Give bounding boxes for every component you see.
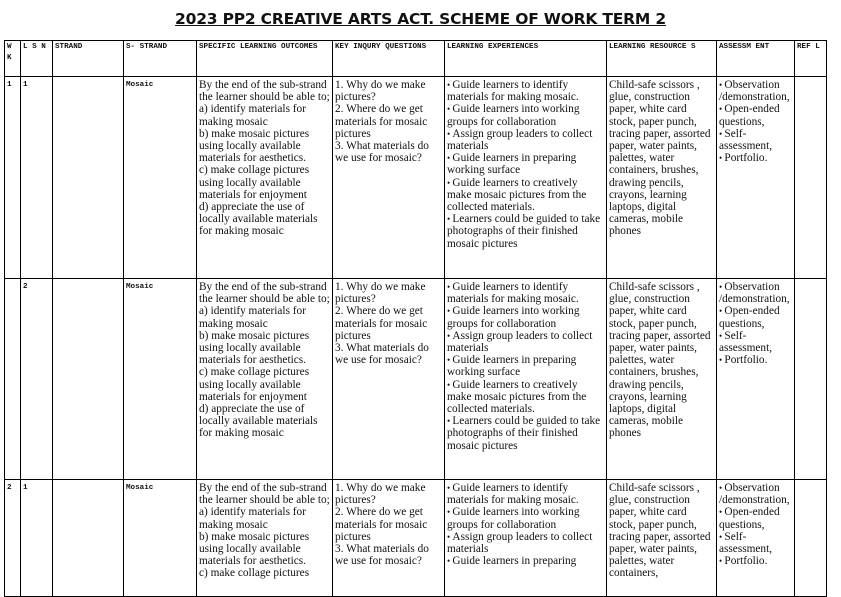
experiences-cell: Guide learners to identify materials for…	[444, 76, 607, 279]
questions-cell-item: 3. What materials do we use for mosaic?	[335, 543, 429, 568]
questions-cell-item: 3. What materials do we use for mosaic?	[335, 342, 429, 367]
header-resources: LEARNING RESOURCE S	[606, 40, 717, 77]
experiences-cell-item: Assign group leaders to collect material…	[447, 330, 604, 354]
outcomes-cell-item: By the end of the sub-strand the learner…	[199, 482, 330, 507]
questions-cell-item: 2. Where do we get materials for mosaic …	[335, 103, 428, 140]
reflection-cell	[794, 76, 827, 279]
strand-cell	[52, 479, 124, 597]
assessment-cell-item: Observation /demonstration,	[719, 482, 792, 506]
assessment-cell-item: Self-assessment,	[719, 128, 792, 152]
outcomes-cell-item: d) appreciate the use of locally availab…	[199, 201, 318, 238]
assessment-cell-item: Self-assessment,	[719, 330, 792, 354]
header-wk: W K	[4, 40, 21, 77]
experiences-cell-item: Assign group leaders to collect material…	[447, 128, 604, 152]
header-questions: KEY INQURY QUESTIONS	[332, 40, 445, 77]
assessment-cell-item: Portfolio.	[719, 152, 792, 164]
outcomes-cell-item: By the end of the sub-strand the learner…	[199, 281, 330, 306]
reflection-cell	[794, 479, 827, 597]
resources-cell: Child-safe scissors , glue, construction…	[606, 278, 717, 480]
header-strand: STRAND	[52, 40, 124, 77]
assessment-cell-item: Portfolio.	[719, 354, 792, 366]
experiences-cell-item: Learners could be guided to take photogr…	[447, 415, 604, 452]
experiences-cell-item: Guide learners to identify materials for…	[447, 281, 604, 305]
week-cell: 2	[4, 479, 21, 597]
experiences-cell: Guide learners to identify materials for…	[444, 479, 607, 597]
experiences-cell-item: Guide learners to identify materials for…	[447, 482, 604, 506]
outcomes-cell: By the end of the sub-strand the learner…	[196, 479, 333, 597]
page-title: 2023 PP2 CREATIVE ARTS ACT. SCHEME OF WO…	[175, 10, 666, 28]
assessment-cell: Observation /demonstration,Open-ended qu…	[716, 479, 795, 597]
lesson-cell: 1	[20, 76, 53, 279]
questions-cell-item: 2. Where do we get materials for mosaic …	[335, 506, 428, 543]
questions-cell-item: 1. Why do we make pictures?	[335, 79, 426, 104]
header-assessment: ASSESSM ENT	[716, 40, 795, 77]
table-row: 2 1 Mosaic By the end of the sub-strand the…	[4, 479, 827, 597]
experiences-cell-item: Guide learners into working groups for c…	[447, 506, 604, 530]
experiences-cell-item: Guide learners into working groups for c…	[447, 305, 604, 329]
outcomes-cell-item: c) make collage pictures using locally a…	[199, 164, 310, 201]
header-sub-strand: S- STRAND	[123, 40, 197, 77]
table-row: 1 1 Mosaic By the end of the sub-strand the…	[4, 76, 827, 279]
experiences-cell-item: Guide learners to creatively make mosaic…	[447, 379, 604, 416]
sub-strand-cell: Mosaic	[123, 76, 197, 279]
experiences-cell-item: Guide learners in preparing working surf…	[447, 354, 604, 378]
experiences-cell: Guide learners to identify materials for…	[444, 278, 607, 480]
questions-cell-item: 1. Why do we make pictures?	[335, 482, 426, 507]
resources-cell: Child-safe scissors , glue, construction…	[606, 479, 717, 597]
table-row: 2 Mosaic By the end of the sub-strand the …	[4, 278, 827, 480]
experiences-cell-item: Guide learners to creatively make mosaic…	[447, 177, 604, 214]
assessment-cell-item: Open-ended questions,	[719, 305, 792, 329]
sub-strand-cell: Mosaic	[123, 479, 197, 597]
questions-cell-item: 3. What materials do we use for mosaic?	[335, 140, 429, 165]
experiences-cell-item: Assign group leaders to collect material…	[447, 531, 604, 555]
assessment-cell-item: Self-assessment,	[719, 531, 792, 555]
lesson-cell: 2	[20, 278, 53, 480]
header-reflection: REF L	[794, 40, 827, 77]
assessment-cell-item: Open-ended questions,	[719, 103, 792, 127]
assessment-cell-item: Observation /demonstration,	[719, 79, 792, 103]
header-outcomes: SPECIFIC LEARNING OUTCOMES	[196, 40, 333, 77]
outcomes-cell-item: c) make collage pictures	[199, 567, 310, 580]
strand-cell	[52, 76, 124, 279]
outcomes-cell-item: a) identify materials for making mosaic	[199, 506, 306, 531]
questions-cell: 1. Why do we make pictures? 2. Where do w…	[332, 278, 445, 480]
assessment-cell: Observation /demonstration,Open-ended qu…	[716, 76, 795, 279]
questions-cell-item: 2. Where do we get materials for mosaic …	[335, 305, 428, 342]
assessment-cell-item: Portfolio.	[719, 555, 792, 567]
assessment-cell-item: Observation /demonstration,	[719, 281, 792, 305]
header-lsn: L S N	[20, 40, 53, 77]
week-cell: 1	[4, 76, 21, 279]
outcomes-cell: By the end of the sub-strand the learner…	[196, 278, 333, 480]
outcomes-cell-item: a) identify materials for making mosaic	[199, 103, 306, 128]
header-experiences: LEARNING EXPERIENCES	[444, 40, 607, 77]
experiences-cell-item: Guide learners in preparing	[447, 555, 604, 567]
assessment-cell-item: Open-ended questions,	[719, 506, 792, 530]
outcomes-cell: By the end of the sub-strand the learner…	[196, 76, 333, 279]
experiences-cell-item: Guide learners into working groups for c…	[447, 103, 604, 127]
outcomes-cell-item: a) identify materials for making mosaic	[199, 305, 306, 330]
outcomes-cell-item: c) make collage pictures using locally a…	[199, 366, 310, 403]
questions-cell: 1. Why do we make pictures? 2. Where do w…	[332, 76, 445, 279]
strand-cell	[52, 278, 124, 480]
outcomes-cell-item: b) make mosaic pictures using locally av…	[199, 530, 310, 568]
assessment-cell: Observation /demonstration,Open-ended qu…	[716, 278, 795, 480]
week-cell	[4, 278, 21, 480]
lesson-cell: 1	[20, 479, 53, 597]
outcomes-cell-item: b) make mosaic pictures using locally av…	[199, 329, 310, 367]
experiences-cell-item: Learners could be guided to take photogr…	[447, 213, 604, 250]
outcomes-cell-item: b) make mosaic pictures using locally av…	[199, 127, 310, 165]
experiences-cell-item: Guide learners in preparing working surf…	[447, 152, 604, 176]
outcomes-cell-item: d) appreciate the use of locally availab…	[199, 403, 318, 440]
questions-cell: 1. Why do we make pictures? 2. Where do w…	[332, 479, 445, 597]
experiences-cell-item: Guide learners to identify materials for…	[447, 79, 604, 103]
outcomes-cell-item: By the end of the sub-strand the learner…	[199, 79, 330, 104]
resources-cell: Child-safe scissors , glue, construction…	[606, 76, 717, 279]
sub-strand-cell: Mosaic	[123, 278, 197, 480]
questions-cell-item: 1. Why do we make pictures?	[335, 281, 426, 306]
reflection-cell	[794, 278, 827, 480]
